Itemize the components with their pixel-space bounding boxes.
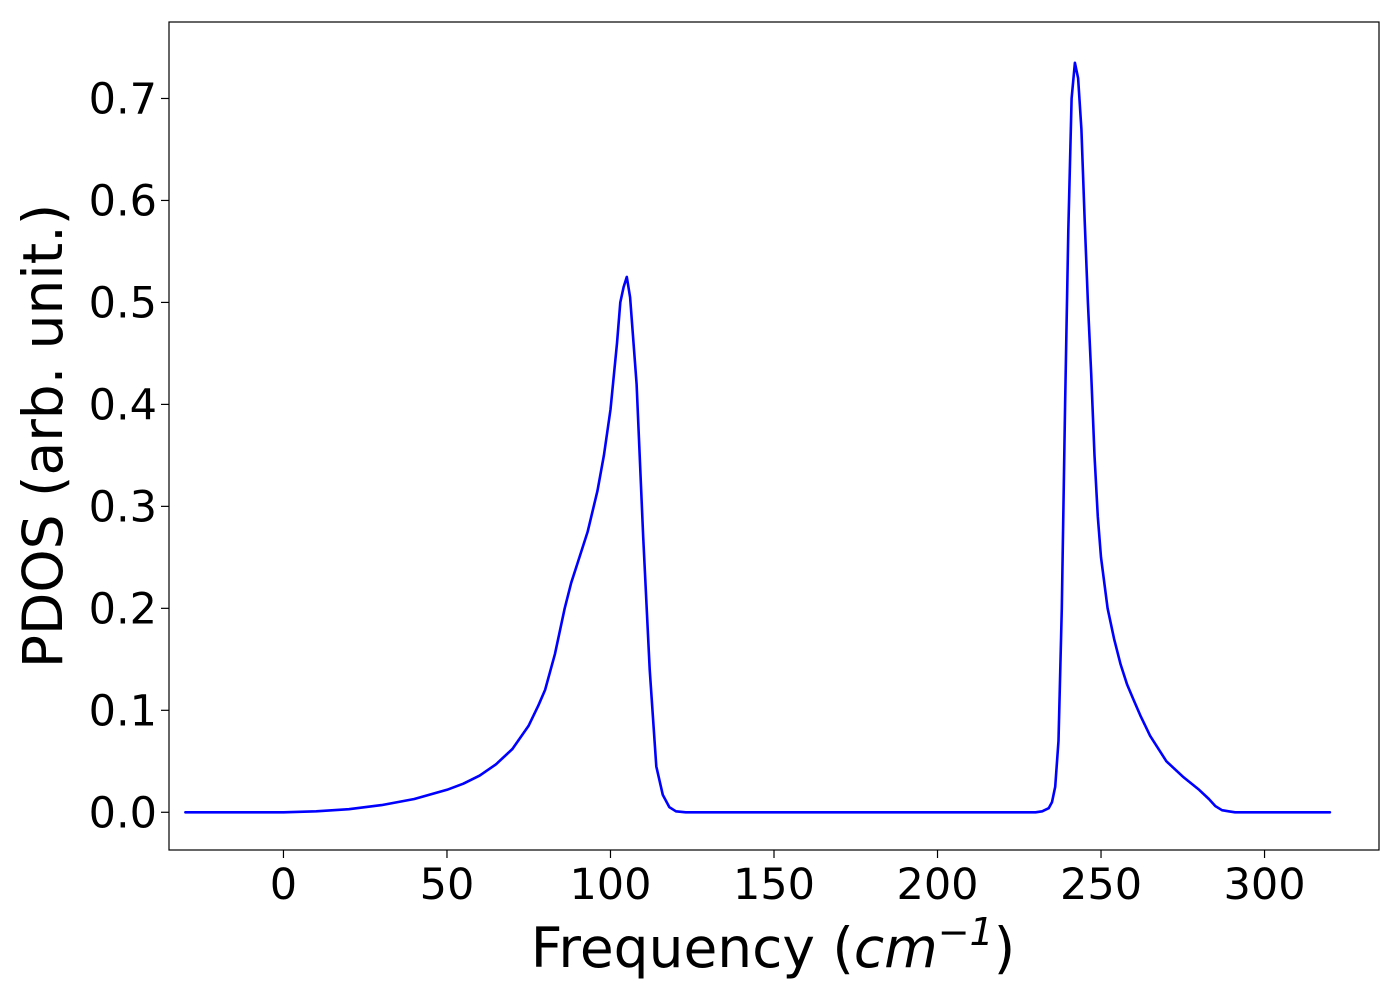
x-tick-label: 150 [733,860,815,910]
y-tick-label: 0.5 [89,278,157,328]
y-tick-label: 0.3 [89,482,157,532]
y-tick-label: 0.2 [89,584,157,634]
y-tick-label: 0.0 [89,788,157,838]
x-axis-label-prefix: Frequency ( [531,916,854,980]
y-tick-label: 0.4 [89,380,157,430]
x-axis-label-exponent: −1 [938,910,994,954]
y-tick-label: 0.7 [89,74,157,124]
series-line-0 [184,61,1332,814]
x-tick-label: 200 [896,860,978,910]
y-axis-label: PDOS (arb. unit.) [11,204,75,668]
x-axis-ticks: 0 50 100 150 200 250 300 [270,850,1306,910]
x-axis-label-suffix: ) [994,916,1015,980]
y-axis-ticks: 0.0 0.1 0.2 0.3 0.4 0.5 0.6 0.7 [89,74,169,838]
x-tick-label: 50 [420,860,475,910]
x-tick-label: 0 [270,860,297,910]
x-tick-label: 250 [1060,860,1142,910]
series-layer [184,61,1332,814]
y-tick-label: 0.6 [89,176,157,226]
y-tick-label: 0.1 [89,686,157,736]
x-axis-label: Frequency (cm−1) [531,910,1015,980]
x-tick-label: 100 [569,860,651,910]
x-axis-label-unit: cm [854,916,938,980]
plot-area-frame [168,21,1380,851]
x-tick-label: 300 [1224,860,1306,910]
